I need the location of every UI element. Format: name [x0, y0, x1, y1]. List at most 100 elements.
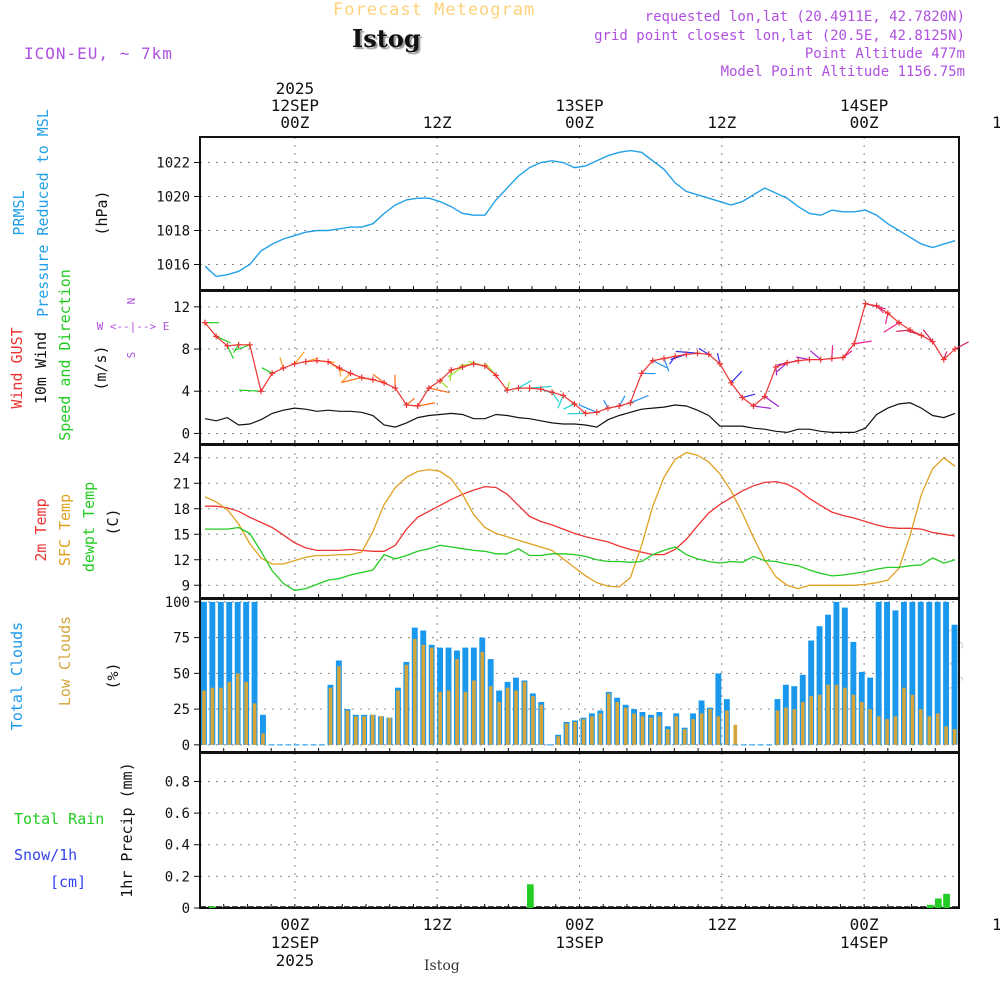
x-label-bottom: 00Z: [850, 915, 879, 934]
gust-marker: [493, 372, 500, 379]
low-cloud-bar: [539, 704, 544, 745]
gust-marker: [761, 393, 768, 400]
wind-direction-arrow: [340, 372, 351, 384]
y-tick-label: 75: [173, 631, 190, 647]
x-label-top: 00Z: [280, 113, 309, 132]
low-cloud-bar: [446, 690, 451, 745]
total-cloud-bar: [217, 601, 224, 745]
low-cloud-bar: [387, 717, 392, 745]
low-cloud-bar: [252, 703, 257, 745]
wind-direction-arrow: [809, 350, 822, 361]
x-axis-top: 202512SEP00Z12Z13SEP00Z12Z14SEP00Z12Z: [271, 79, 1000, 132]
gust-marker: [347, 370, 354, 377]
low-cloud-bar: [505, 687, 510, 745]
gust-marker: [851, 340, 858, 347]
gust-marker: [213, 333, 220, 340]
wind-direction-arrow: [428, 387, 450, 394]
low-cloud-bar: [792, 709, 797, 745]
total-cloud-bar: [926, 601, 933, 745]
y-tick-label: 0.4: [165, 838, 190, 854]
low-cloud-bar: [876, 716, 881, 745]
low-cloud-bar: [210, 687, 215, 745]
gust-marker: [549, 389, 556, 396]
gust-marker: [638, 370, 645, 377]
gust-marker: [705, 351, 712, 358]
model-altitude: Model Point Altitude 1156.75m: [720, 64, 965, 80]
footer-station: Istog: [424, 958, 460, 974]
x-axis-bottom: 00Z12SEP202512Z00Z13SEP12Z00Z14SEP12Z: [271, 915, 1000, 970]
gust-marker: [884, 310, 891, 317]
low-cloud-bar: [556, 736, 560, 745]
y-tick-label: 12: [173, 300, 190, 316]
x-label-top: 00Z: [565, 113, 594, 132]
wind-direction-arrow: [226, 345, 235, 359]
low-cloud-bar: [817, 694, 822, 745]
gust-marker: [224, 342, 231, 349]
sfc-temp-line: [204, 451, 956, 590]
wind-direction-arrow: [578, 404, 598, 413]
total-cloud-bar: [909, 601, 916, 745]
total-cloud-bar: [901, 601, 907, 745]
low-cloud-bar: [345, 710, 350, 745]
low-cloud-bar: [472, 680, 476, 745]
y-tick-label: 21: [173, 476, 190, 492]
total-cloud-bar: [934, 601, 941, 745]
gust-marker: [828, 355, 835, 362]
gust-marker: [660, 355, 667, 362]
wind-label: 10m Wind: [32, 332, 50, 404]
gust-marker: [728, 379, 735, 386]
point-altitude: Point Altitude 477m: [804, 46, 965, 62]
low-cloud-bar: [784, 707, 788, 745]
low-cloud-bar: [413, 639, 417, 745]
wind-direction-arrow: [883, 322, 900, 333]
gust-marker: [940, 356, 947, 363]
station-title: Istog: [352, 24, 421, 53]
wind-direction-arrow: [551, 391, 560, 403]
x-label-bottom: 14SEP: [840, 933, 888, 952]
total-clouds-label: Total Clouds: [8, 622, 26, 730]
wind-direction-arrow: [261, 367, 273, 374]
precip-unit-label: 1hr Precip (mm): [118, 762, 136, 897]
gust-marker: [235, 341, 242, 348]
total-cloud-bar: [841, 607, 848, 745]
gust-marker: [414, 403, 421, 410]
gust-marker: [537, 386, 544, 393]
wind-direction-arrow: [518, 380, 532, 389]
y-tick-label: 1022: [156, 156, 190, 172]
gust-marker: [560, 392, 567, 399]
y-tick-label: 8: [182, 342, 190, 358]
total-cloud-bar: [850, 641, 857, 745]
gust-marker: [257, 388, 264, 395]
y-tick-label: 0: [182, 901, 190, 917]
low-cloud-bar: [421, 644, 426, 745]
low-cloud-bar: [202, 690, 206, 745]
gust-marker: [504, 387, 511, 394]
model-label: ICON-EU, ~ 7km: [24, 44, 173, 63]
y-tick-label: 0.6: [165, 806, 190, 822]
wind-direction-arrow: [557, 395, 564, 409]
gust-marker: [716, 360, 723, 367]
total-cloud-bar: [875, 601, 882, 745]
gust-marker: [739, 394, 746, 401]
temp-line: [205, 480, 956, 556]
low-cloud-bar: [463, 691, 468, 745]
wind-direction-arrow: [439, 380, 449, 389]
panels: 1016 1018 1020 1022 PRMSL Pressure Reduced to…: [8, 79, 1000, 970]
gust-marker: [425, 385, 432, 392]
total-cloud-bar: [201, 601, 207, 745]
gust-marker: [358, 374, 365, 381]
rain-bar: [926, 904, 934, 908]
total-cloud-bar: [816, 626, 823, 745]
panel-precipitation: 0 0.2 0.4 0.6 0.8 Total Rain Snow/1h [cm] 1hr Pr…: [14, 752, 960, 917]
wind-direction-arrow: [630, 394, 649, 404]
panel-pressure: 1016 1018 1020 1022 PRMSL Pressure Reduced to…: [10, 109, 960, 317]
low-cloud-bar: [826, 684, 830, 745]
low-cloud-bar: [674, 716, 679, 745]
panel-frame: [199, 752, 960, 909]
total-cloud-bar: [715, 673, 722, 745]
low-cloud-bar: [682, 729, 687, 745]
gust-marker: [604, 405, 611, 412]
total-cloud-bar: [825, 614, 831, 745]
wind-direction-arrow: [698, 347, 710, 355]
x-label-top: 14SEP: [840, 96, 888, 115]
